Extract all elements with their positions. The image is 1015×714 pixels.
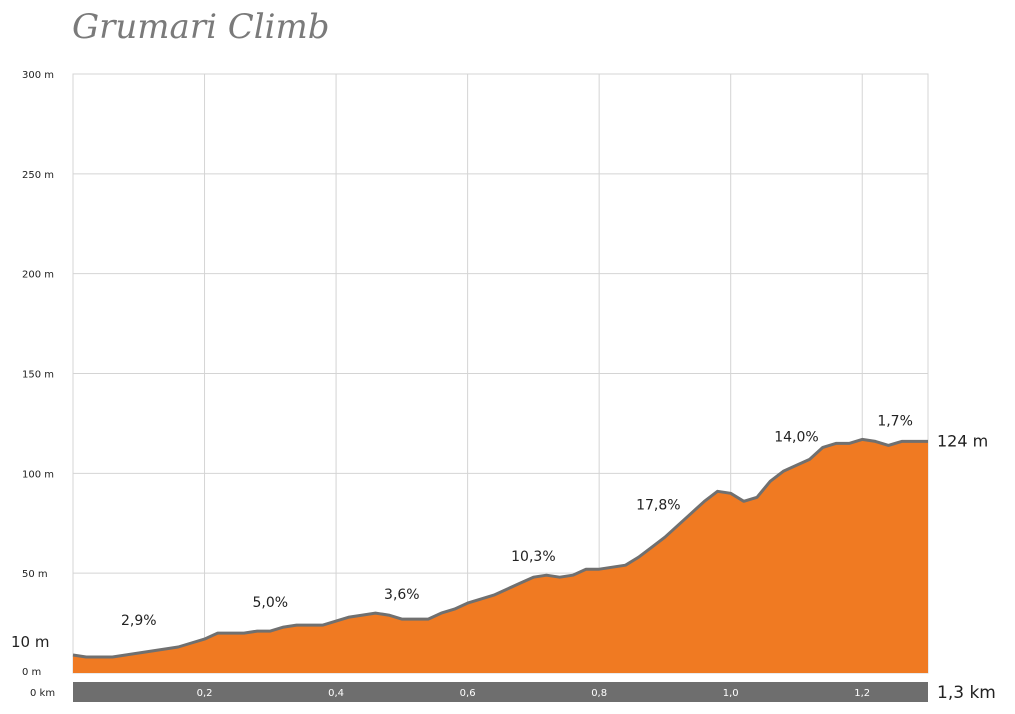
x-axis: 0 km 0,2 0,4 0,6 0,8 1,0 1,2 1,3 km xyxy=(30,683,996,703)
elevation-area xyxy=(72,437,928,673)
grade-label: 1,7% xyxy=(877,413,913,429)
y-tick-label: 250 m xyxy=(22,170,54,181)
x-tick-label: 0 km xyxy=(30,688,55,699)
elevation-line xyxy=(72,437,928,659)
y-tick-label: 50 m xyxy=(22,569,48,580)
y-tick-label: 150 m xyxy=(22,370,54,381)
grade-label: 10,3% xyxy=(511,549,555,565)
area-fill xyxy=(73,439,928,673)
grade-label: 17,8% xyxy=(636,497,680,513)
grade-label: 14,0% xyxy=(774,429,818,445)
x-tick-label: 0,8 xyxy=(591,688,607,699)
grade-label: 5,0% xyxy=(253,595,289,611)
x-axis-bar xyxy=(73,682,928,702)
y-tick-label: 200 m xyxy=(22,270,54,281)
x-tick-label: 1,2 xyxy=(854,688,870,699)
grade-annotations: 2,9% 5,0% 3,6% 10,3% 17,8% 14,0% 1,7% xyxy=(121,413,913,629)
grade-label: 2,9% xyxy=(121,613,157,629)
x-tick-label: 0,4 xyxy=(328,688,344,699)
grade-label: 3,6% xyxy=(384,587,420,603)
y-tick-label: 100 m xyxy=(22,469,54,480)
y-tick-label: 10 m xyxy=(11,633,49,651)
x-tick-label: 0,2 xyxy=(197,688,213,699)
end-elevation-label: 124 m xyxy=(937,431,988,450)
y-tick-label: 300 m xyxy=(22,70,54,81)
x-tick-label: 0,6 xyxy=(460,688,476,699)
x-tick-label: 1,3 km xyxy=(937,683,996,703)
y-axis: 0 m 10 m 50 m 100 m 150 m 200 m 250 m 300 m xyxy=(11,70,54,678)
x-tick-label: 1,0 xyxy=(723,688,739,699)
y-tick-label: 0 m xyxy=(22,667,41,678)
chart-title: Grumari Climb xyxy=(72,7,330,47)
